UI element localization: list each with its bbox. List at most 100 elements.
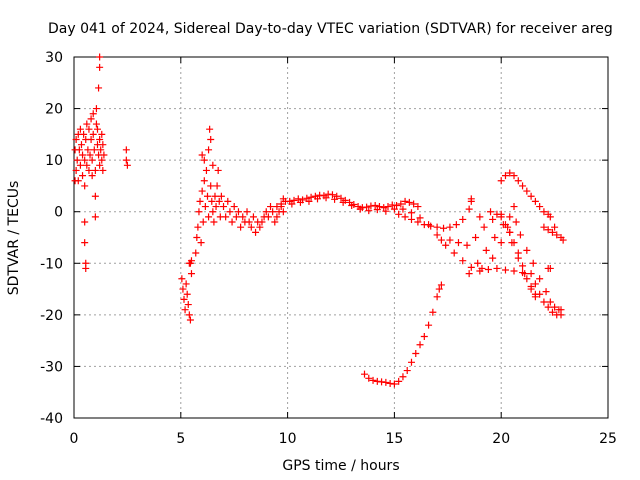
y-tick-label: -20 [40,308,63,324]
data-point [440,224,448,232]
data-point [96,63,104,71]
data-point [360,370,368,378]
data-point [331,195,339,203]
data-point [523,246,531,254]
data-point [122,156,130,164]
y-tick-label: -30 [40,359,63,375]
data-point [197,239,205,247]
data-point [273,203,281,211]
data-point [487,208,495,216]
data-point [122,146,130,154]
data-point [501,266,509,274]
data-point [401,213,409,221]
data-point [72,136,80,144]
data-point [373,206,381,214]
data-point [76,161,84,169]
data-point [322,194,330,202]
data-point [85,166,93,174]
data-point [416,214,424,222]
data-point [510,172,518,180]
data-point [247,223,255,231]
data-point [220,203,228,211]
data-point [186,316,194,324]
data-point [100,151,108,159]
data-point [519,262,527,270]
series-morning-spikes [192,125,287,257]
data-point [356,205,364,213]
series-pre-dawn-drop [178,257,195,324]
plot-frame [73,56,609,419]
data-point [204,192,211,200]
data-point [454,239,462,247]
data-point [75,146,83,154]
data-point [209,208,217,216]
data-point [382,207,390,215]
data-point [89,130,97,138]
data-point [76,125,84,133]
data-point [401,197,409,205]
data-points [71,53,567,388]
data-point [459,215,467,223]
data-point [290,196,298,204]
data-point [215,197,223,205]
data-point [72,166,80,174]
data-point [476,213,484,221]
data-point [210,218,218,226]
data-point [98,156,106,164]
data-point [267,203,275,211]
data-point [180,295,188,303]
data-point [328,191,336,199]
x-tick-label: 20 [492,431,510,447]
data-point [544,226,552,234]
chart-title: Day 041 of 2024, Sidereal Day-to-day VTE… [48,21,613,37]
x-tick-label: 25 [599,431,617,447]
data-point [412,350,420,358]
data-point [382,378,390,386]
data-point [95,84,103,92]
data-point [393,202,401,210]
data-point [491,234,499,241]
data-point [433,231,441,239]
data-point [201,203,209,211]
data-point [273,213,281,221]
y-axis-label: SDTVAR / TECUs [6,181,22,296]
data-point [465,205,473,213]
data-point [514,177,522,185]
y-tick-label: 0 [54,205,63,221]
data-point [504,223,512,231]
y-tick-label: 30 [45,50,63,66]
data-point [277,200,285,208]
data-point [83,161,91,169]
data-point [542,288,550,296]
data-point [182,280,190,288]
data-point [416,341,424,349]
data-point [501,172,509,180]
data-point [211,192,219,200]
data-point [207,182,215,190]
data-point [403,367,411,375]
data-point [200,156,208,164]
data-point [482,246,490,254]
data-point [209,161,217,169]
data-point [314,195,322,203]
data-point [279,195,287,203]
data-point [395,210,403,218]
data-point [296,198,304,206]
data-point [450,249,458,257]
data-point [446,223,454,231]
data-point [397,200,405,208]
data-point [390,205,398,213]
data-point [307,193,315,201]
data-point [527,270,535,278]
data-point [183,290,191,298]
y-tick-label: -40 [40,411,63,427]
data-point [305,197,313,205]
data-point [243,208,251,216]
data-point [86,151,94,159]
data-point [294,195,302,203]
data-point [217,192,225,200]
data-point [222,213,230,221]
data-point [523,275,531,283]
data-point [288,200,296,208]
data-point [531,197,539,205]
